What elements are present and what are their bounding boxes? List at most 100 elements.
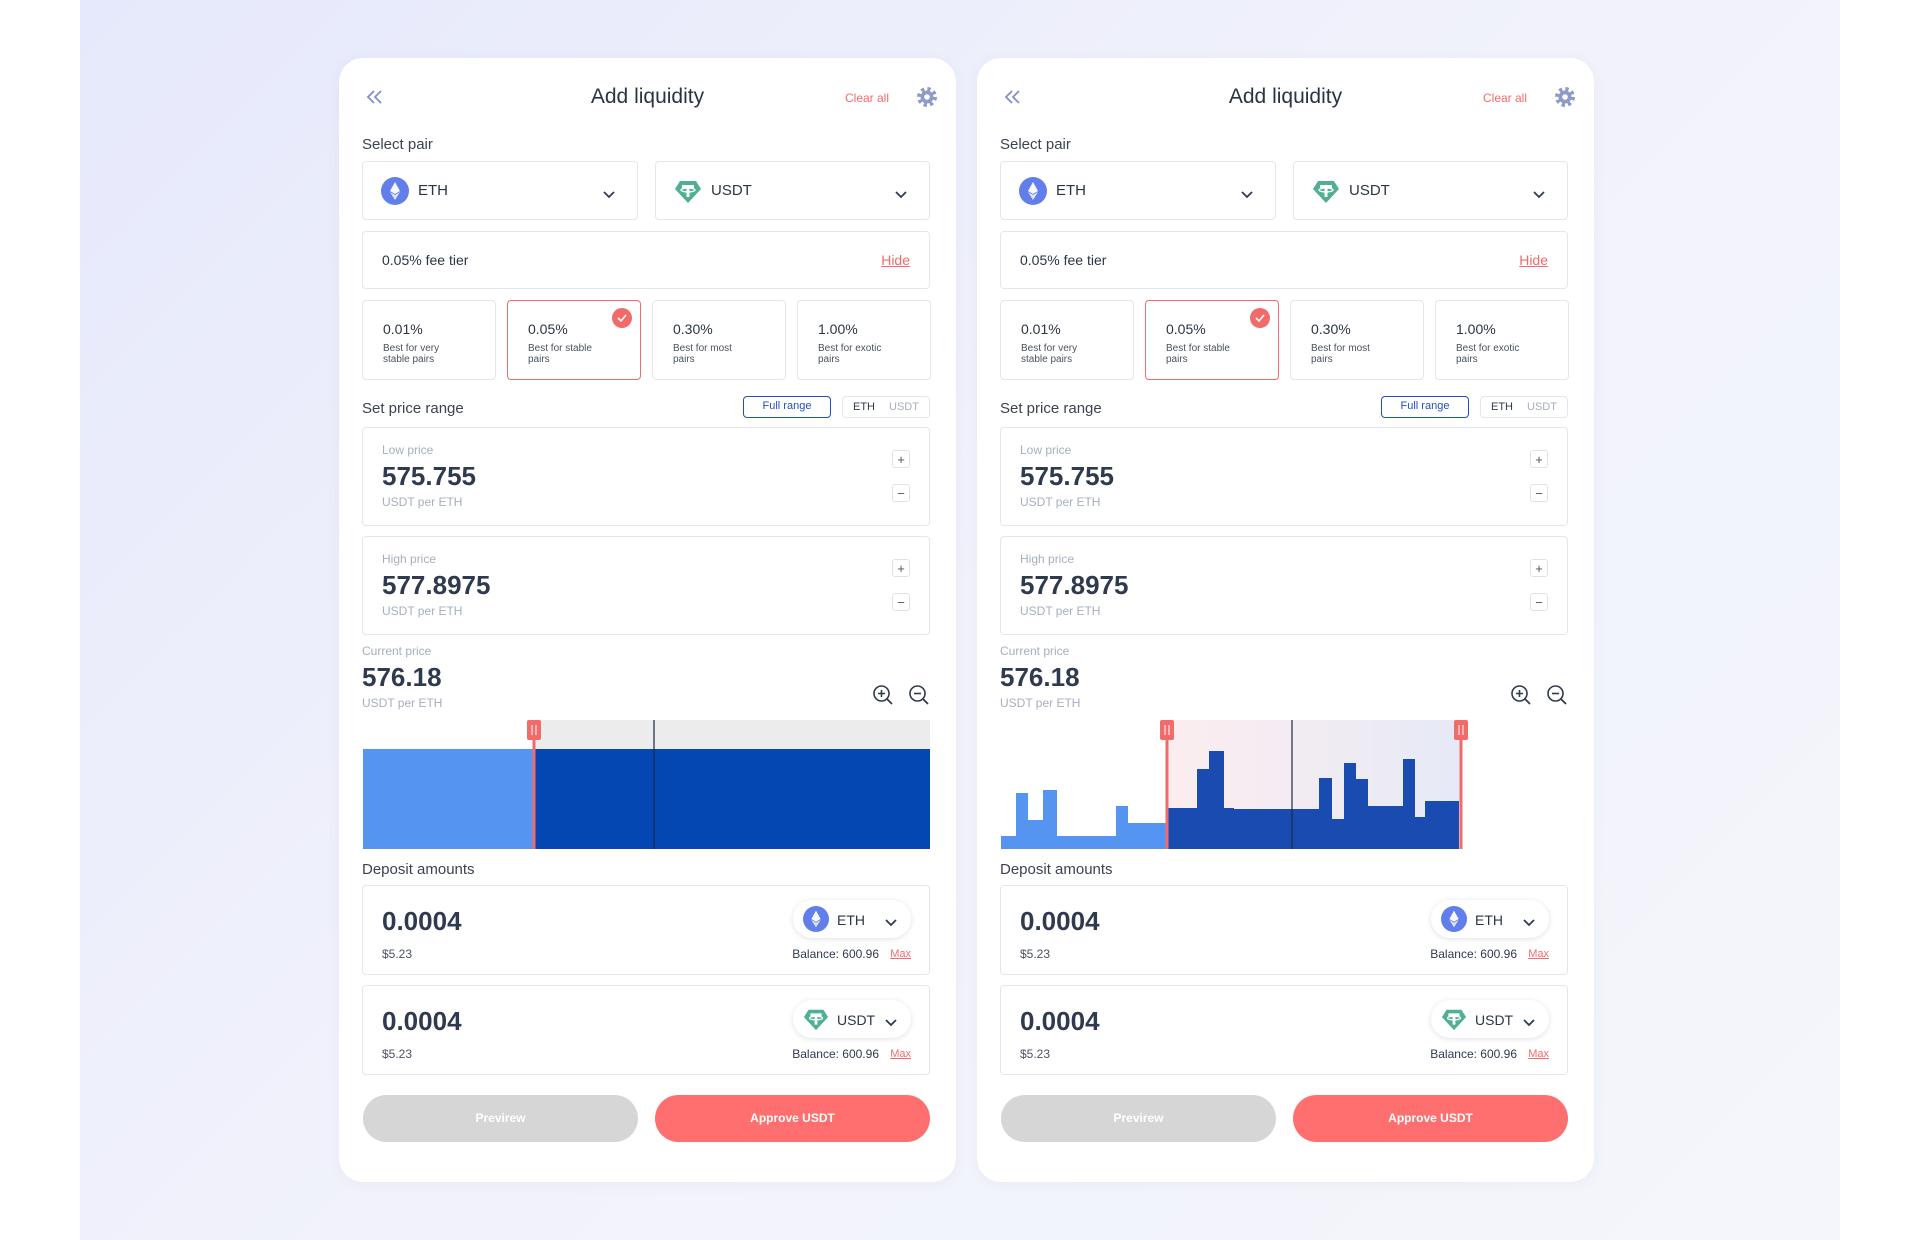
fee-description: Best for exotic pairs	[1456, 343, 1520, 365]
max-link[interactable]: Max	[890, 948, 911, 960]
hide-toggle[interactable]: Hide	[1519, 252, 1548, 268]
element	[885, 1014, 897, 1032]
unit-option[interactable]: ETH	[1491, 401, 1513, 413]
deposit-box: 0.0004 $5.23 USDT Balance: 600.96 Max	[362, 985, 930, 1075]
token-select[interactable]: ETH	[1000, 161, 1276, 220]
element	[1546, 684, 1568, 711]
icon-part	[1255, 314, 1265, 323]
token-name: ETH	[1475, 912, 1503, 928]
token-pill[interactable]: ETH	[1431, 900, 1549, 938]
element	[1019, 177, 1047, 210]
decrement[interactable]: −	[892, 484, 910, 502]
balance: Balance: 600.96	[1430, 947, 1517, 961]
approve-button[interactable]: Approve USDT	[1293, 1095, 1568, 1142]
current-price: 576.18	[1000, 662, 1080, 692]
zoom-in[interactable]	[872, 684, 894, 706]
zoom-in[interactable]	[1510, 684, 1532, 706]
element	[872, 684, 894, 711]
token-pill[interactable]: USDT	[1431, 1000, 1549, 1038]
fee-option[interactable]: 0.05% Best for stable pairs	[507, 300, 641, 380]
token-pill[interactable]: ETH	[793, 900, 911, 938]
icon-part	[909, 685, 926, 702]
panel-title: Add liquidity	[1228, 85, 1343, 108]
clear-all[interactable]: Clear all	[1483, 91, 1528, 105]
current-price-label: Current price	[362, 644, 432, 658]
back-button[interactable]	[1003, 89, 1021, 105]
element	[1510, 684, 1532, 711]
back-button[interactable]	[365, 89, 383, 105]
fee-option[interactable]: 1.00% Best for exotic pairs	[1435, 300, 1569, 380]
unit-toggle[interactable]: ETH USDT	[1480, 396, 1568, 418]
unit-option[interactable]: USDT	[889, 401, 919, 413]
decrement[interactable]: −	[1530, 484, 1548, 502]
zoom-out[interactable]	[1546, 684, 1568, 706]
fee-option[interactable]: 1.00% Best for exotic pairs	[797, 300, 931, 380]
element	[1441, 1006, 1467, 1037]
max-link[interactable]: Max	[890, 1048, 911, 1060]
deposit-amount: 0.0004	[1020, 1006, 1100, 1036]
token-select[interactable]: USDT	[1293, 161, 1568, 220]
panel-title: Add liquidity	[590, 85, 705, 108]
icon-part	[532, 720, 536, 849]
icon-part	[1001, 790, 1167, 849]
chevron	[603, 191, 615, 199]
max-link[interactable]: Max	[1528, 1048, 1549, 1060]
fee-tier-box: 0.05% fee tier Hide	[362, 231, 930, 289]
icon-part	[885, 919, 897, 927]
fee-description: Best for stable pairs	[1166, 343, 1230, 365]
approve-button[interactable]: Approve USDT	[655, 1095, 930, 1142]
increment[interactable]: +	[1530, 559, 1548, 577]
fee-option[interactable]: 0.01% Best for very stable pairs	[362, 300, 496, 380]
icon-part	[1167, 751, 1459, 849]
unit-option[interactable]: ETH	[853, 401, 875, 413]
fee-rate: 1.00%	[1456, 321, 1496, 337]
fee-option[interactable]: 0.05% Best for stable pairs	[1145, 300, 1279, 380]
increment[interactable]: +	[892, 559, 910, 577]
increment[interactable]: +	[1530, 450, 1548, 468]
fee-option[interactable]: 0.30% Best for most pairs	[652, 300, 786, 380]
icon-part	[603, 191, 615, 199]
usdt-icon	[1441, 1009, 1467, 1031]
balance: Balance: 600.96	[792, 1047, 879, 1061]
fee-description: Best for exotic pairs	[818, 343, 882, 365]
preview-button[interactable]: Previrew	[1001, 1095, 1276, 1142]
price-value: 575.755	[382, 461, 476, 491]
clear-all[interactable]: Clear all	[845, 91, 890, 105]
element	[381, 177, 409, 210]
decrement[interactable]: −	[1530, 593, 1548, 611]
full-range-button[interactable]: Full range	[1381, 396, 1469, 418]
max-link[interactable]: Max	[1528, 948, 1549, 960]
icon-part	[885, 1019, 897, 1027]
settings[interactable]	[1554, 86, 1576, 108]
zoom-out[interactable]	[908, 684, 930, 706]
element	[1441, 906, 1467, 937]
fee-option[interactable]: 0.30% Best for most pairs	[1290, 300, 1424, 380]
token-select[interactable]: ETH	[362, 161, 638, 220]
token-select[interactable]: USDT	[655, 161, 930, 220]
section-label: Deposit amounts	[362, 861, 475, 878]
decrement[interactable]: −	[892, 593, 910, 611]
fee-rate: 0.01%	[383, 321, 423, 337]
icon-part	[886, 698, 893, 705]
fee-description: Best for very stable pairs	[1021, 343, 1078, 365]
icon-part	[390, 192, 400, 200]
price-label: Low price	[382, 443, 434, 457]
increment[interactable]: +	[892, 450, 910, 468]
full-range-button[interactable]: Full range	[743, 396, 831, 418]
fee-tier: 0.05% fee tier	[382, 252, 469, 268]
element	[1523, 1014, 1535, 1032]
eth-icon	[381, 177, 409, 205]
element	[1312, 177, 1340, 210]
icon-part	[1448, 1013, 1460, 1025]
current-price-unit: USDT per ETH	[1000, 696, 1081, 710]
fee-option[interactable]: 0.01% Best for very stable pairs	[1000, 300, 1134, 380]
settings[interactable]	[916, 86, 938, 108]
token-pill[interactable]: USDT	[793, 1000, 911, 1038]
icon-part	[680, 187, 696, 193]
hide-toggle[interactable]: Hide	[881, 252, 910, 268]
eth-icon	[1019, 177, 1047, 205]
icon-part	[1165, 720, 1169, 849]
unit-toggle[interactable]: ETH USDT	[842, 396, 930, 418]
preview-button[interactable]: Previrew	[363, 1095, 638, 1142]
unit-option[interactable]: USDT	[1527, 401, 1557, 413]
